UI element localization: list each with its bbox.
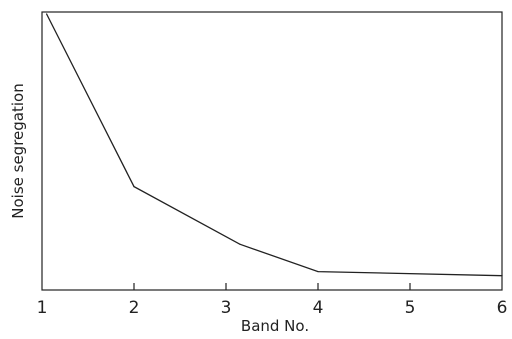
series-line [46,13,503,277]
x-tick-label: 6 [497,298,508,318]
x-axis-label: Band No. [241,317,309,334]
x-tick-label: 2 [129,298,140,318]
x-tick-label: 3 [221,298,232,318]
series-point [501,275,503,277]
x-tick-label: 5 [405,298,416,318]
y-axis-label: Noise segregation [9,83,27,218]
series-point [317,270,319,273]
x-tick-label: 1 [37,298,48,318]
series-point [133,186,135,188]
series-point [46,13,48,15]
plot-frame [41,11,503,291]
series-layer [46,13,503,277]
x-tick-label: 4 [313,298,324,318]
x-axis-ticks: 1 2 3 4 5 6 [37,283,508,318]
series-point [239,243,241,245]
